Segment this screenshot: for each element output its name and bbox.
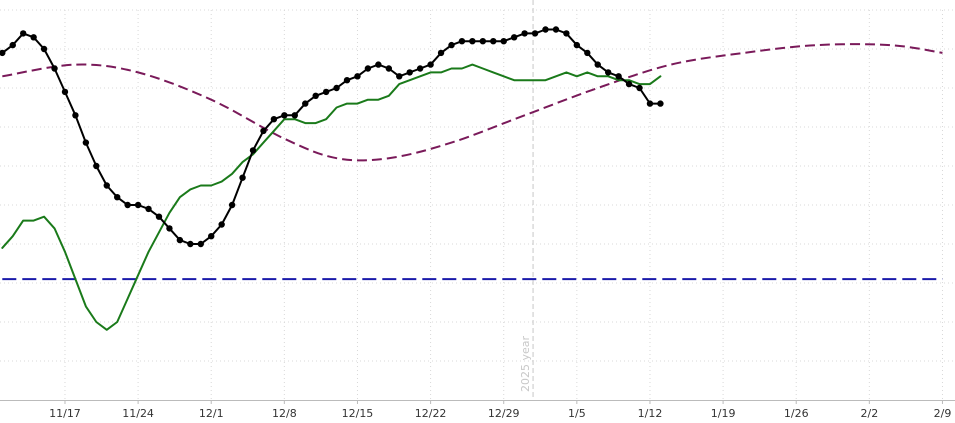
data-point (385, 65, 393, 72)
data-point (636, 84, 643, 92)
data-point (458, 38, 466, 45)
data-point (354, 73, 361, 80)
data-point (510, 34, 518, 41)
data-point (176, 236, 184, 244)
data-point (82, 139, 90, 146)
data-point (208, 233, 215, 240)
data-point (469, 38, 476, 45)
grid (0, 9, 955, 400)
data-point (260, 127, 267, 135)
data-point (396, 73, 403, 80)
data-point (30, 34, 37, 41)
x-tick-label: 11/17 (49, 407, 81, 420)
data-point (249, 147, 257, 154)
data-point (604, 69, 612, 76)
data-point (375, 61, 382, 68)
data-point (615, 73, 622, 80)
data-point (114, 194, 121, 201)
data-point (479, 38, 487, 45)
data-point (542, 26, 549, 33)
data-point (281, 112, 288, 119)
x-tick-label: 11/24 (122, 407, 154, 420)
data-point (40, 45, 48, 53)
x-tick-label: 12/15 (342, 407, 374, 420)
x-tick-label: 1/26 (784, 407, 809, 420)
data-point (448, 41, 455, 49)
x-tick-label: 1/5 (568, 407, 586, 420)
x-tick-label: 12/22 (415, 407, 447, 420)
data-point (302, 100, 309, 107)
data-point (437, 49, 445, 57)
data-point (218, 221, 225, 228)
data-point (0, 49, 6, 57)
data-point (427, 61, 434, 68)
data-point (9, 41, 16, 49)
data-point (490, 38, 497, 45)
data-point (563, 30, 570, 37)
series-1 (0, 26, 664, 248)
data-point (333, 84, 340, 92)
series-layer (0, 26, 943, 331)
x-tick-label: 2/9 (934, 407, 952, 420)
x-axis-ticks: 11/17 11/24 12/1 12/8 12/15 12/22 12/29 1/5 1/12… (49, 400, 951, 420)
data-point (416, 65, 424, 72)
data-point (166, 225, 173, 232)
data-point (145, 205, 152, 213)
x-tick-label: 1/19 (711, 407, 736, 420)
year-marker-label: 2025 year (519, 335, 532, 392)
data-point (657, 100, 664, 107)
data-point (364, 65, 372, 72)
data-point (19, 30, 27, 37)
data-point (103, 182, 110, 189)
year-marker: 2025 year (519, 0, 534, 400)
data-point (228, 201, 236, 209)
data-point (500, 38, 507, 45)
data-point (239, 174, 246, 181)
data-point (270, 116, 278, 123)
series-3 (2, 43, 943, 162)
data-point (61, 88, 69, 96)
data-point (584, 49, 591, 57)
x-tick-label: 1/12 (638, 407, 663, 420)
data-point (72, 112, 79, 119)
data-point (93, 162, 100, 170)
series-2 (1, 63, 662, 331)
data-point (187, 240, 194, 248)
x-tick-label: 2/2 (860, 407, 878, 420)
data-point (594, 61, 601, 68)
data-point (197, 240, 204, 248)
data-point (291, 112, 298, 119)
data-point (646, 100, 654, 107)
series-line (1, 28, 662, 245)
data-point (124, 201, 131, 209)
x-tick-label: 12/29 (488, 407, 520, 420)
data-point (573, 41, 581, 49)
data-point (521, 30, 528, 37)
data-point (406, 69, 413, 76)
x-tick-label: 12/8 (272, 407, 297, 420)
data-point (531, 30, 539, 37)
series-line (2, 43, 943, 162)
data-point (343, 77, 351, 84)
data-point (552, 26, 560, 33)
data-point (155, 213, 163, 220)
data-point (322, 88, 330, 96)
data-point (625, 80, 633, 88)
series-line (1, 63, 662, 331)
x-tick-label: 12/1 (199, 407, 224, 420)
data-point (134, 201, 142, 209)
data-point (312, 92, 319, 100)
data-point (51, 65, 58, 72)
